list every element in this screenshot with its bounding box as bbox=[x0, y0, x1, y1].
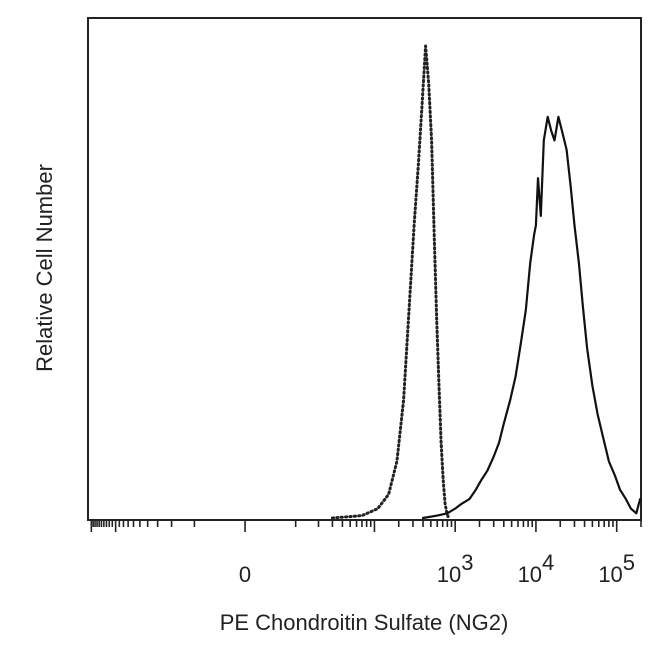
series-solid-histogram bbox=[421, 115, 642, 520]
x-axis-title: PE Chondroitin Sulfate (NG2) bbox=[220, 610, 509, 635]
y-axis-title: Relative Cell Number bbox=[32, 164, 57, 372]
x-tick-label: 104 bbox=[518, 550, 555, 587]
plot-frame bbox=[87, 17, 642, 521]
x-axis-ticks bbox=[90, 520, 642, 532]
x-tick-label: 0 bbox=[239, 562, 251, 587]
x-tick-label: 105 bbox=[598, 550, 635, 587]
x-tick-label: 103 bbox=[437, 550, 474, 587]
series-layer bbox=[330, 44, 642, 520]
series-dotted-histogram bbox=[330, 44, 452, 520]
x-tick-labels: 0 103 104 105 bbox=[239, 550, 635, 587]
